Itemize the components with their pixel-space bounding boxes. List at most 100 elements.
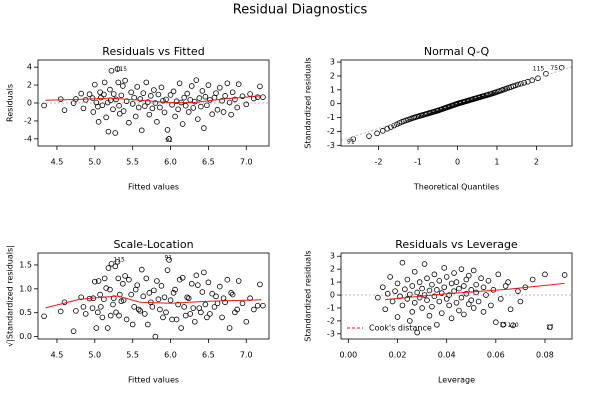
panel4-point-88	[515, 288, 521, 294]
panel1-point-78	[184, 90, 191, 97]
panel2-point-annotation: 75	[550, 65, 558, 72]
panel1-point-3	[61, 107, 68, 113]
panel3-point-103	[226, 325, 233, 331]
panel1-y-tick-label: -2	[24, 116, 32, 125]
panel2-x-tick-label: 0	[455, 158, 460, 167]
panel1-point-63	[161, 109, 168, 116]
panel3-point-42	[129, 321, 136, 328]
panel1-point-30	[113, 96, 119, 103]
panel1-point-28	[110, 91, 117, 97]
panel1-point-67	[167, 92, 174, 98]
panel4-point-61	[461, 311, 467, 318]
panel3-point-84	[193, 272, 200, 279]
panel1-point-53	[146, 111, 153, 118]
panel4-point-73	[478, 275, 484, 282]
panel1-point-88	[199, 88, 206, 94]
panel1-point-39	[123, 98, 130, 105]
panel1-point-55	[149, 105, 156, 112]
panel1-x-tick-label: 4.5	[51, 158, 64, 167]
panel2-point-111	[510, 83, 516, 90]
panel1-y-tick-label: 0	[27, 99, 32, 108]
panel3-point-13	[93, 325, 100, 331]
panel4-y-axis-label: Standardized residuals	[304, 250, 313, 341]
panel1-point-62	[160, 97, 166, 104]
panel3-point-2	[57, 308, 64, 315]
panel1-point-56	[151, 87, 157, 93]
panel4-point-49	[446, 292, 452, 298]
panel3-point-82	[190, 305, 197, 311]
panel3-point-40	[126, 276, 132, 283]
panel3-x-tick-label: 4.5	[51, 351, 64, 360]
panel4-y-tick-label: 2	[330, 265, 335, 274]
panel4-point-54	[453, 299, 460, 306]
panel3-point-46	[135, 306, 142, 313]
panel4-point-25	[416, 294, 423, 301]
panel1-point-54	[148, 93, 154, 99]
figure-title: Residual Diagnostics	[233, 3, 368, 18]
panel3-point-38	[122, 273, 128, 279]
panel3-point-99	[219, 314, 225, 321]
panel1-point-46	[135, 104, 142, 111]
panel3-y-tick-label: 1.0	[19, 284, 32, 293]
panel4-point-46	[443, 296, 450, 302]
panel1-point-47	[137, 96, 144, 102]
panel3-point-69	[170, 290, 177, 296]
panel4-point-72	[475, 298, 482, 305]
panel4-y-tick-label: -2	[327, 316, 335, 325]
panel3-point-107	[234, 306, 240, 313]
panel4-point-47	[443, 274, 450, 280]
panel4-point-69	[470, 305, 477, 311]
panel4-point-77	[485, 278, 492, 284]
panel1-point-17	[98, 94, 104, 101]
panel3-point-83	[191, 318, 198, 325]
panel4-point-5	[387, 274, 393, 280]
panel3-point-5	[73, 308, 79, 314]
panel1-point-10	[89, 95, 96, 101]
panel4-point-81	[495, 271, 502, 278]
panel3-point-53	[146, 290, 153, 296]
panel4-point-9	[394, 280, 401, 287]
panel1-point-58	[154, 119, 160, 125]
panel3-point-48	[138, 266, 145, 273]
panel4-point-56	[456, 307, 462, 314]
panel1-point-105	[229, 89, 236, 96]
panel4-point-48	[446, 302, 452, 309]
panel1-point-89	[201, 125, 207, 131]
panel1-point-48	[138, 127, 145, 134]
panel4-x-tick-label: 0.06	[487, 351, 505, 360]
panel1-point-38	[122, 77, 128, 84]
panel3-point-50	[141, 311, 148, 317]
panel1-point-33	[116, 102, 122, 109]
panel3-point-31	[114, 259, 121, 265]
panel1-title: Residuals vs Fitted	[102, 45, 204, 58]
panel3-point-41	[128, 291, 134, 298]
panel4-plot-frame	[340, 252, 573, 340]
panel1-point-69	[170, 88, 177, 95]
panel2-point-7	[391, 122, 397, 129]
panel1-point-70	[172, 113, 178, 120]
panel3-y-tick-label: 1.5	[19, 260, 32, 269]
panel3-point-105	[229, 291, 236, 298]
panel1-point-annotation: 91	[165, 137, 173, 144]
panel3-point-74	[178, 325, 184, 331]
panel3-point-61	[158, 283, 165, 289]
panel1-point-52	[145, 99, 151, 105]
panel4-point-43	[438, 310, 445, 316]
panel2-y-tick-label: 1	[330, 85, 335, 94]
panel4-title: Residuals vs Leverage	[395, 238, 518, 251]
panel2-point-annotation: 91	[347, 138, 355, 145]
panel4-smoother-line	[385, 282, 565, 301]
panel4-y-tick-label: 0	[330, 291, 335, 300]
panel3-point-29	[112, 263, 119, 270]
panel1-point-73	[176, 80, 183, 87]
panel1-point-104	[228, 111, 234, 118]
panel2-point-3	[374, 130, 380, 137]
panel1-point-97	[214, 106, 221, 113]
panel3-point-109	[239, 300, 246, 307]
panel3-point-32	[115, 275, 122, 282]
panel4-y-tick-label: -3	[327, 329, 335, 338]
panel4-point-35	[429, 303, 435, 310]
panel3-point-95	[211, 304, 218, 310]
panel3-point-22	[104, 325, 111, 331]
panel3-point-88	[199, 289, 206, 295]
